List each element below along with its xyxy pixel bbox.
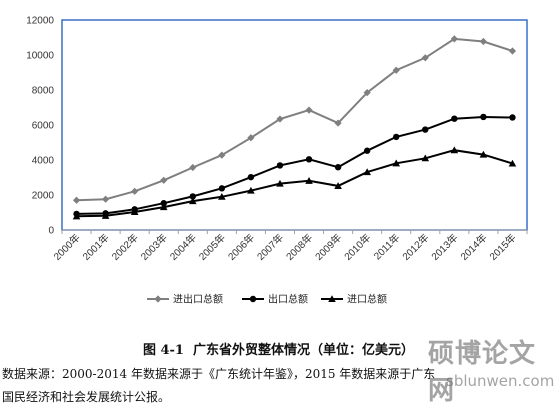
x-tick-label: 2009年 [312,231,344,263]
data-point-marker [421,154,430,162]
x-tick-label: 2002年 [109,231,141,263]
series-layer [72,35,517,220]
series-line [76,149,513,218]
data-point-marker [218,185,226,192]
data-point-marker [451,115,458,122]
legend-label: 出口总额 [268,293,308,306]
data-point-marker [305,156,313,163]
x-tick-label: 2011年 [371,231,402,262]
data-point-marker [247,134,255,142]
x-tick-label: 2013年 [428,231,460,263]
legend: 进出口总额 出口总额 进口总额 [147,293,387,306]
data-point-marker [247,173,255,181]
data-point-marker [392,159,401,167]
series-line [76,37,513,202]
data-point-marker [249,295,257,303]
data-point-marker [276,115,284,123]
x-tick-label: 2010年 [341,231,373,263]
watermark-logo-text: 硕博论文网 [428,339,537,406]
data-point-marker [334,182,342,189]
data-point-marker [334,163,342,171]
x-tick-label: 2008年 [283,231,315,263]
data-point-marker [421,54,429,62]
data-point-marker [189,163,197,172]
data-point-marker [276,179,284,187]
figure-number: 图 4-1 [142,343,184,358]
x-tick-label: 2014年 [458,231,490,263]
data-point-marker [218,192,226,200]
data-point-marker [72,196,81,204]
data-point-marker [393,133,400,141]
data-point-marker [508,159,517,167]
y-tick-label: 12000 [26,16,54,27]
y-tick-label: 0 [48,226,54,237]
legend-label: 进出口总额 [173,293,223,306]
data-point-marker [479,37,488,46]
data-point-marker [189,193,196,200]
series-3 [72,146,517,220]
data-point-marker [218,151,226,159]
data-point-marker [422,126,429,133]
data-point-marker [450,35,458,43]
plot-area-frame [61,19,528,231]
data-point-marker [130,208,139,216]
x-tick-label: 2000年 [51,231,83,263]
data-point-marker [392,66,400,74]
x-tick-label: 2007年 [254,231,286,263]
x-tick-label: 2001年 [80,231,112,263]
x-tick-label: 2003年 [138,231,170,263]
series-line [76,115,513,215]
x-tick-label: 2015年 [487,231,519,263]
data-source-line-2: 国民经济和社会发展统计公报。 [2,390,171,404]
legend-item-3: 进口总额 [321,293,387,306]
data-point-marker [450,146,459,154]
x-tick-label: 2004年 [167,231,199,263]
figure-title: 广东省外贸整体情况（单位：亿美元） [193,343,415,358]
data-point-marker [131,187,139,195]
legend-item-1: 进出口总额 [147,293,223,306]
data-point-marker [160,200,167,207]
x-tick-label: 2006年 [225,231,257,263]
x-axis: 2000年2001年2002年2003年2004年2005年2006年2007年… [51,229,528,263]
y-tick-label: 2000 [32,191,55,202]
x-tick-label: 2005年 [196,231,228,263]
data-point-marker [160,176,168,184]
data-point-marker [479,150,488,158]
figure-caption: 图 4-1 广东省外贸整体情况（单位：亿美元） [0,339,557,358]
data-point-marker [101,212,110,219]
data-point-marker [305,177,313,184]
data-point-marker [247,186,255,194]
data-point-marker [480,113,487,121]
data-source-line-1: 数据来源：2000-2014 年数据来源于《广东统计年鉴》，2015 年数据来源… [2,367,436,381]
data-point-marker [363,89,371,97]
data-point-marker [508,47,517,55]
data-point-marker [305,106,313,114]
legend-item-2: 出口总额 [242,293,308,306]
y-tick-label: 8000 [32,86,55,97]
legend-label: 进口总额 [347,293,387,306]
data-point-marker [276,162,284,169]
y-tick-label: 6000 [32,121,55,132]
data-point-marker [72,212,81,220]
data-point-marker [188,197,197,205]
y-axis: 0 2000 4000 6000 8000 10000 12000 [26,16,54,237]
data-point-marker [363,147,371,154]
data-point-marker [159,203,168,211]
data-point-marker [334,119,342,127]
data-point-marker [328,295,336,303]
data-point-marker [101,195,110,203]
watermark-url: sblunwen.com [446,372,555,390]
data-point-marker [363,168,371,176]
y-tick-label: 4000 [32,156,55,167]
data-point-marker [509,114,516,121]
y-tick-label: 10000 [26,51,54,62]
data-point-marker [154,295,162,303]
x-tick-label: 2012年 [399,231,431,263]
series-1 [72,35,517,204]
